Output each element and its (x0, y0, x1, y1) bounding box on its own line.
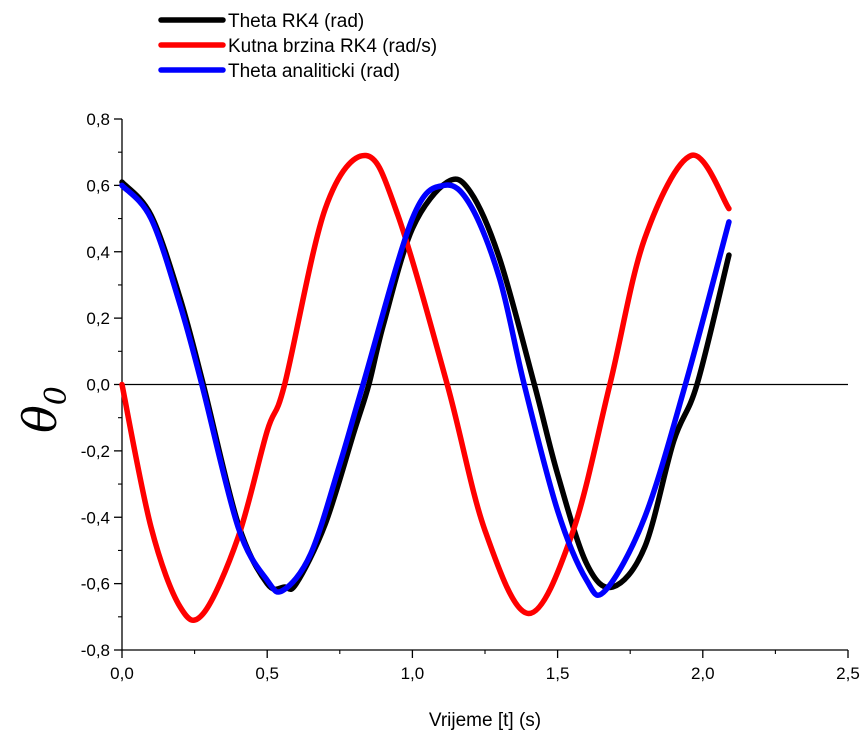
x-tick-label: 2,5 (836, 664, 860, 683)
x-axis-label: Vrijeme [t] (s) (429, 710, 541, 731)
x-tick-label: 1,5 (546, 664, 570, 683)
x-tick-label: 0,5 (255, 664, 279, 683)
y-tick-label: 0,6 (86, 176, 110, 195)
y-tick-label: 0,2 (86, 309, 110, 328)
legend-label: Theta RK4 (rad) (228, 11, 364, 32)
x-tick-label: 0,0 (110, 664, 134, 683)
y-tick-label: 0,4 (86, 243, 110, 262)
y-tick-label: -0,4 (81, 508, 110, 527)
y-axis-label: θ0 (13, 386, 74, 433)
y-tick-label: 0,0 (86, 376, 110, 395)
series-theta-analiticki (119, 182, 732, 598)
y-tick-label: -0,2 (81, 442, 110, 461)
y-tick-label: 0,8 (86, 110, 110, 129)
series-layer (119, 152, 732, 624)
legend-label: Kutna brzina RK4 (rad/s) (228, 36, 437, 57)
legend-label: Theta analiticki (rad) (228, 61, 400, 82)
series-kutna-brzina-rk4 (119, 152, 732, 624)
axes: -0,8 -0,6 -0,4 -0,2 0,0 0,2 0,4 0,6 0,8 0,0 0,5 1,0… (81, 110, 860, 683)
y-axis-label-subscript: 0 (39, 386, 74, 405)
y-axis-label-symbol: θ (13, 405, 67, 433)
y-tick-label: -0,8 (81, 641, 110, 660)
legend: Theta RK4 (rad) Kutna brzina RK4 (rad/s) T… (158, 11, 437, 82)
x-tick-label: 2,0 (691, 664, 715, 683)
x-tick-label: 1,0 (401, 664, 425, 683)
y-tick-label: -0,6 (81, 575, 110, 594)
